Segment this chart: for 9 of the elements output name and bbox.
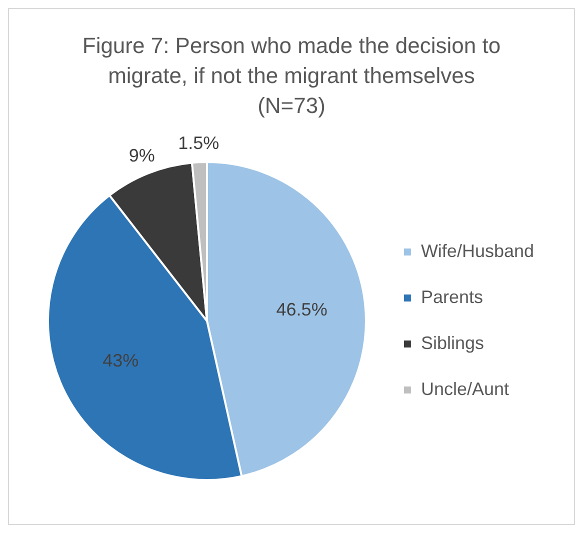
data-label: 9% <box>128 145 155 166</box>
data-label: 1.5% <box>178 133 220 154</box>
data-label: 43% <box>102 350 139 371</box>
legend-label: Siblings <box>420 332 484 353</box>
data-label: 46.5% <box>276 300 328 320</box>
legend-label: Uncle/Aunt <box>420 378 510 399</box>
chart-title: Figure 7: Person who made the decision to migrate, if not the migrant themselves (N=73) <box>82 32 502 120</box>
legend-label: Parents <box>420 286 483 307</box>
legend-label: Wife/Husband <box>420 240 534 261</box>
